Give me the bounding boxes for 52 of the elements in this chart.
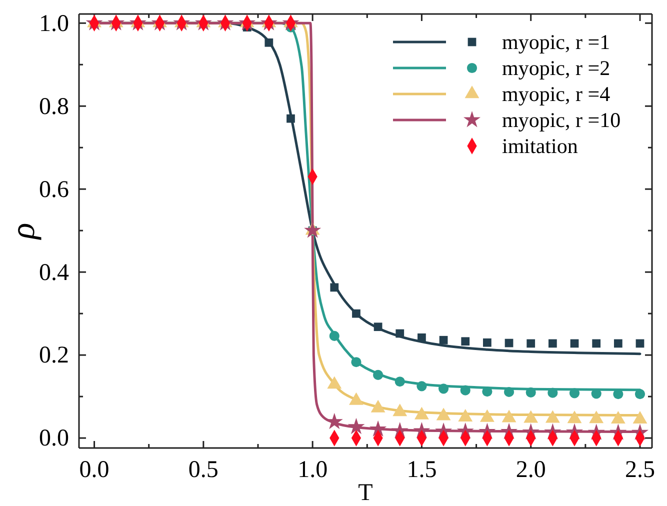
point xyxy=(460,385,470,396)
y-tick-label: 0.6 xyxy=(39,176,69,203)
point xyxy=(352,309,360,318)
point xyxy=(396,329,404,338)
legend-label: myopic, r =10 xyxy=(502,108,621,132)
legend-label: myopic, r =1 xyxy=(502,30,610,54)
y-tick-label: 0.2 xyxy=(39,342,69,369)
y-tick-label: 0.4 xyxy=(39,260,69,286)
point xyxy=(548,339,557,348)
point xyxy=(329,330,340,342)
point xyxy=(526,339,536,348)
x-tick-label: 0.5 xyxy=(188,457,218,484)
x-tick-label: 2.5 xyxy=(624,457,655,484)
point xyxy=(351,357,362,368)
point xyxy=(482,386,492,397)
point xyxy=(348,418,365,434)
y-axis-title: ρ xyxy=(5,222,42,240)
point xyxy=(548,388,558,398)
point xyxy=(570,339,579,348)
point xyxy=(374,322,382,332)
point xyxy=(614,339,622,348)
point xyxy=(439,336,448,344)
point xyxy=(286,114,295,123)
y-tick-label: 0.8 xyxy=(39,94,69,120)
point xyxy=(394,376,405,387)
point xyxy=(504,386,514,398)
x-tick-label: 0.0 xyxy=(79,457,110,484)
point xyxy=(634,389,646,400)
x-tick-label: 2.0 xyxy=(516,457,546,484)
point xyxy=(613,389,624,400)
legend-label: imitation xyxy=(502,134,578,158)
point xyxy=(483,338,492,347)
point xyxy=(526,387,536,398)
point xyxy=(504,338,514,348)
point xyxy=(438,384,449,394)
point xyxy=(592,339,601,348)
legend-label: myopic, r =2 xyxy=(502,56,610,80)
point xyxy=(461,337,470,346)
y-tick-label: 0.0 xyxy=(39,426,69,452)
point xyxy=(304,222,322,238)
point xyxy=(418,333,426,342)
point xyxy=(569,388,580,398)
point xyxy=(264,38,274,47)
x-tick-label: 1.0 xyxy=(298,457,328,484)
point xyxy=(330,283,339,292)
y-tick-label: 1.0 xyxy=(39,10,69,37)
x-tick-label: 1.5 xyxy=(406,457,437,484)
point xyxy=(636,339,644,348)
x-axis-title: T xyxy=(358,480,374,506)
point xyxy=(373,370,384,380)
point xyxy=(416,381,427,392)
legend-label: myopic, r =4 xyxy=(502,82,611,106)
